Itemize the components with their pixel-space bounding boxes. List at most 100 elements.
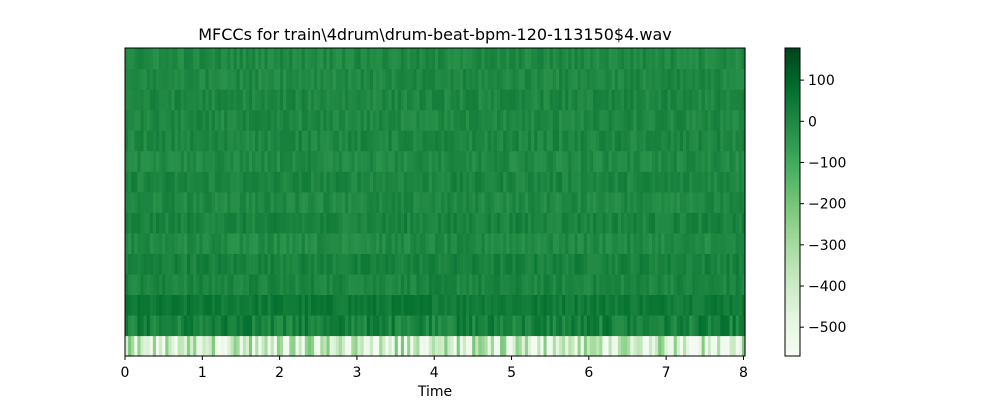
heatmap-cell <box>183 191 188 213</box>
heatmap-cell <box>679 89 684 111</box>
heatmap-cell <box>599 89 603 111</box>
colorbar-segment <box>785 217 800 221</box>
heatmap-cell <box>205 68 210 90</box>
heatmap-cell <box>407 314 411 337</box>
heatmap-cell <box>298 68 303 90</box>
heatmap-cell <box>363 150 368 172</box>
heatmap-cell <box>552 150 557 172</box>
heatmap-cell <box>304 335 309 357</box>
heatmap-cell <box>180 68 185 90</box>
heatmap-cell <box>642 335 647 357</box>
heatmap-cell <box>177 232 182 254</box>
heatmap-cell <box>636 109 641 131</box>
heatmap-cell <box>692 191 696 213</box>
heatmap-cell <box>221 253 225 275</box>
heatmap-cell <box>224 335 228 357</box>
heatmap-cell <box>261 253 266 275</box>
heatmap-cell <box>218 191 222 213</box>
heatmap-cell <box>714 68 718 90</box>
heatmap-cell <box>208 335 213 357</box>
heatmap-cell <box>658 273 662 295</box>
heatmap-cell <box>171 273 176 295</box>
heatmap-cell <box>586 89 591 111</box>
colorbar-segment <box>785 53 800 57</box>
heatmap-cell <box>376 130 380 152</box>
heatmap-cell <box>394 150 399 172</box>
heatmap-cell <box>574 150 579 172</box>
heatmap-cell <box>531 335 535 357</box>
heatmap-cell <box>484 273 489 295</box>
heatmap-cell <box>397 273 402 295</box>
heatmap-cell <box>459 130 464 152</box>
heatmap-cell <box>667 294 672 316</box>
heatmap-cell <box>648 314 653 337</box>
heatmap-cell <box>394 171 399 193</box>
heatmap-cell <box>258 89 262 111</box>
heatmap-cell <box>493 48 498 70</box>
heatmap-cell <box>729 294 734 316</box>
heatmap-cell <box>611 273 616 295</box>
heatmap-cell <box>549 68 554 90</box>
heatmap-cell <box>667 150 672 172</box>
heatmap-cell <box>466 48 470 70</box>
colorbar-segment <box>785 345 800 349</box>
heatmap-cell <box>701 171 706 193</box>
heatmap-cell <box>531 89 535 111</box>
heatmap-cell <box>385 68 390 90</box>
heatmap-cell <box>497 109 501 131</box>
colorbar-segment <box>785 327 800 331</box>
heatmap-cell <box>360 130 365 152</box>
heatmap-cell <box>701 109 706 131</box>
heatmap-cell <box>698 335 703 357</box>
heatmap-cell <box>568 335 572 357</box>
heatmap-cell <box>726 294 731 316</box>
heatmap-cell <box>301 253 306 275</box>
heatmap-cell <box>469 171 473 193</box>
heatmap-cell <box>183 68 188 90</box>
heatmap-cell <box>267 335 272 357</box>
heatmap-cell <box>652 171 656 193</box>
heatmap-cell <box>218 130 222 152</box>
heatmap-cell <box>580 109 585 131</box>
heatmap-cell <box>670 232 675 254</box>
heatmap-cell <box>577 130 582 152</box>
heatmap-cell <box>376 171 380 193</box>
heatmap-cell <box>159 130 163 152</box>
heatmap-cell <box>602 314 607 337</box>
heatmap-cell <box>500 150 504 172</box>
colorbar-segment <box>785 101 800 106</box>
colorbar-segment <box>785 58 800 62</box>
heatmap-cell <box>624 68 628 90</box>
colorbar-segment <box>785 160 800 165</box>
heatmap-cell <box>292 232 297 254</box>
heatmap-cell <box>143 314 148 337</box>
heatmap-cell <box>710 273 715 295</box>
heatmap-cell <box>732 89 737 111</box>
heatmap-cell <box>630 314 634 337</box>
heatmap-cell <box>249 232 253 254</box>
heatmap-cell <box>493 109 498 131</box>
heatmap-cell <box>134 109 138 131</box>
heatmap-cell <box>605 294 610 316</box>
heatmap-cell <box>720 253 724 275</box>
heatmap-cell <box>413 294 417 316</box>
heatmap-cell <box>583 232 588 254</box>
heatmap-cell <box>493 294 498 316</box>
heatmap-cell <box>735 150 740 172</box>
heatmap-cell <box>134 130 138 152</box>
heatmap-cell <box>221 294 225 316</box>
heatmap-cell <box>283 294 287 316</box>
heatmap-cell <box>521 89 526 111</box>
heatmap-cell <box>655 130 659 152</box>
heatmap-cell <box>283 335 287 357</box>
heatmap-cell <box>128 191 132 213</box>
heatmap-cell <box>518 109 523 131</box>
heatmap-cell <box>738 130 743 152</box>
heatmap-cell <box>661 89 665 111</box>
heatmap-cell <box>404 314 408 337</box>
heatmap-cell <box>205 171 210 193</box>
heatmap-cell <box>627 171 631 193</box>
heatmap-cell <box>506 232 510 254</box>
heatmap-cell <box>568 150 572 172</box>
x-tick-label: 7 <box>662 365 671 381</box>
